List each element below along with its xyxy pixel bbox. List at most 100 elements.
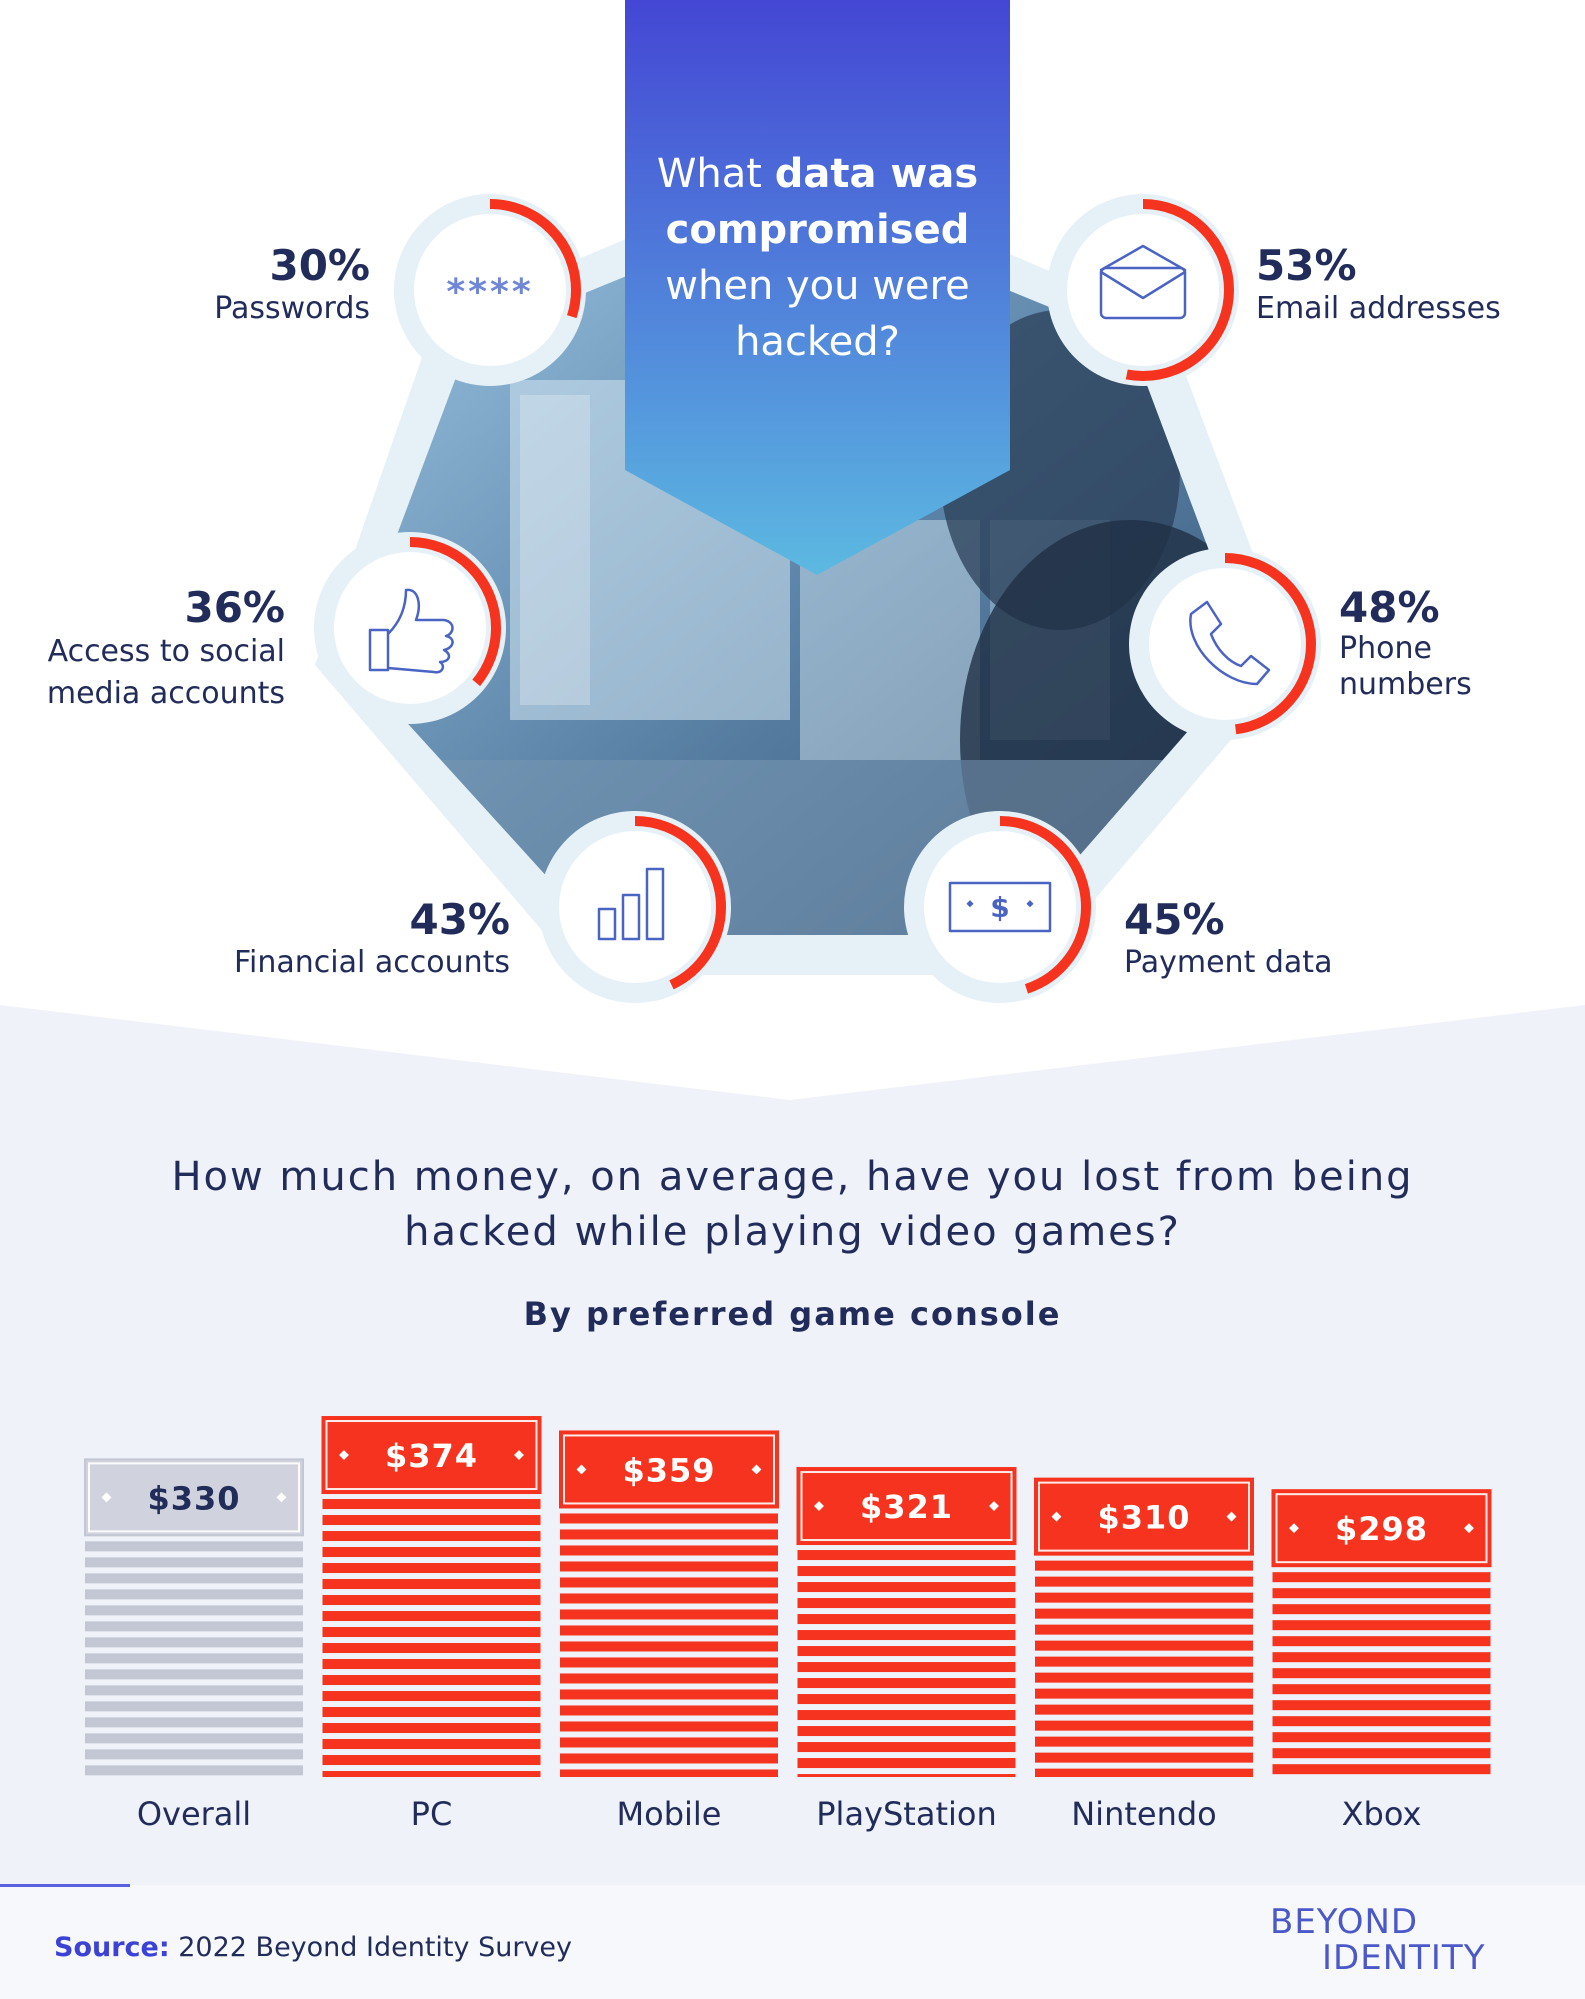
bar-stripe [322, 1691, 541, 1702]
bar-stripe [322, 1515, 541, 1526]
bar-stripe [1272, 1636, 1491, 1647]
bar-stripe [322, 1563, 541, 1574]
bar-stripe [797, 1678, 1016, 1689]
bar-stripe [797, 1582, 1016, 1593]
donut-passwords: **** [394, 194, 586, 386]
stat-social: 36% Access to social media accounts [20, 584, 285, 715]
bar-diamond [1464, 1523, 1474, 1534]
password-asterisks-icon: **** [446, 272, 533, 313]
bar-stripe [797, 1630, 1016, 1641]
bar-diamond [989, 1501, 999, 1511]
category-label: Nintendo [1071, 1795, 1217, 1833]
bar-diamond [101, 1492, 112, 1503]
bar-value-label: $374 [385, 1437, 478, 1475]
bar-stripe [560, 1689, 778, 1700]
bar-stripe [797, 1566, 1016, 1577]
bar-value-label: $298 [1335, 1510, 1428, 1548]
bar-stripe [797, 1742, 1016, 1753]
donut-arc [319, 537, 501, 719]
bar-stripe [85, 1541, 303, 1552]
stat-payment: 45% Payment data [1124, 895, 1444, 982]
donut-center [924, 831, 1076, 983]
bar-stripe [322, 1723, 541, 1734]
stat-label: Passwords [214, 291, 370, 327]
stat-label: Email addresses [1256, 291, 1501, 327]
bar-stripe [560, 1721, 778, 1732]
bar-stripe [322, 1755, 541, 1766]
bar-stripe [560, 1625, 778, 1636]
bar-xbox: $298 [1271, 1489, 1492, 1775]
bar-stripe [1035, 1640, 1253, 1651]
title-banner [625, 0, 1010, 575]
bar-stripe [1035, 1592, 1253, 1603]
bar-diamond [276, 1492, 287, 1503]
bar-value-label: $330 [147, 1479, 240, 1517]
bar-stripe [1272, 1716, 1491, 1727]
stat-label: Financial accounts [233, 945, 510, 981]
bar-diamond [514, 1450, 524, 1460]
stat-percent: 30% [269, 241, 370, 290]
donut-center [1067, 214, 1219, 366]
bar-stripe [322, 1771, 541, 1777]
bar-stripe [560, 1753, 778, 1764]
donut-arc [544, 816, 726, 998]
bar-stripe [1035, 1688, 1253, 1699]
donut-social [314, 532, 506, 724]
bar-stripe [797, 1598, 1016, 1609]
bar-stripe [1035, 1736, 1253, 1747]
stat-label: Payment data [1124, 945, 1333, 981]
footer-accent-line [0, 1884, 130, 1887]
bar-stripe [1035, 1720, 1253, 1731]
bar-stripe [560, 1561, 778, 1572]
bar-chart: $330 $374 $359 $321 $310 $298 [84, 1416, 1492, 1777]
bar-stripe [797, 1694, 1016, 1705]
category-label: Mobile [616, 1795, 722, 1833]
bar-stripe [1035, 1656, 1253, 1667]
thumbs-up-icon [368, 588, 454, 674]
svg-text:$: $ [990, 891, 1009, 924]
bar-stripe [560, 1529, 778, 1540]
bar-stripe [560, 1705, 778, 1716]
bar-stripe [1035, 1560, 1253, 1571]
bar-stripe [560, 1513, 778, 1524]
bar-stripe [1272, 1604, 1491, 1615]
bar-stripe [85, 1605, 303, 1616]
bar-value-label: $310 [1097, 1499, 1190, 1537]
bar-stripe [1035, 1608, 1253, 1619]
bar-stripe [797, 1710, 1016, 1721]
bar-stripe [1272, 1764, 1491, 1775]
stat-percent: 45% [1124, 895, 1225, 944]
bar-value-label: $359 [622, 1451, 715, 1489]
bar-stripe [1272, 1668, 1491, 1679]
bar-stripe [1272, 1588, 1491, 1599]
phone-icon [1189, 600, 1271, 686]
bar-stripe [85, 1733, 303, 1744]
bar-playstation: $321 [796, 1467, 1017, 1777]
bar-stripe [560, 1769, 778, 1777]
bar-stripe [322, 1739, 541, 1750]
donut-center [1149, 568, 1301, 720]
bar-stripe [560, 1641, 778, 1652]
bar-stripe [797, 1758, 1016, 1769]
category-label: PC [410, 1795, 453, 1833]
stat-percent: 48% [1339, 583, 1440, 632]
bar-stripe [322, 1707, 541, 1718]
svg-text:****: **** [446, 272, 533, 313]
stat-percent: 53% [1256, 241, 1357, 290]
bar-stripe [322, 1643, 541, 1654]
bar-stripe [1272, 1620, 1491, 1631]
donut-arc [399, 199, 581, 381]
bar-stripe [322, 1627, 541, 1638]
donut-arc [1052, 199, 1234, 381]
bar-stripe [797, 1662, 1016, 1673]
donut-center [559, 831, 711, 983]
banknote-icon: $ [948, 881, 1052, 933]
bar-label-box [84, 1458, 304, 1537]
donut-phone [1129, 548, 1321, 740]
brand-logo: BEYOND IDENTITY [1270, 1902, 1486, 1978]
section-title: What data was compromised when you were h… [656, 151, 979, 365]
bar-stripe [85, 1637, 303, 1648]
bar-stripe [322, 1531, 541, 1542]
donut-financial [539, 811, 731, 1003]
bar-diamond [339, 1450, 349, 1460]
